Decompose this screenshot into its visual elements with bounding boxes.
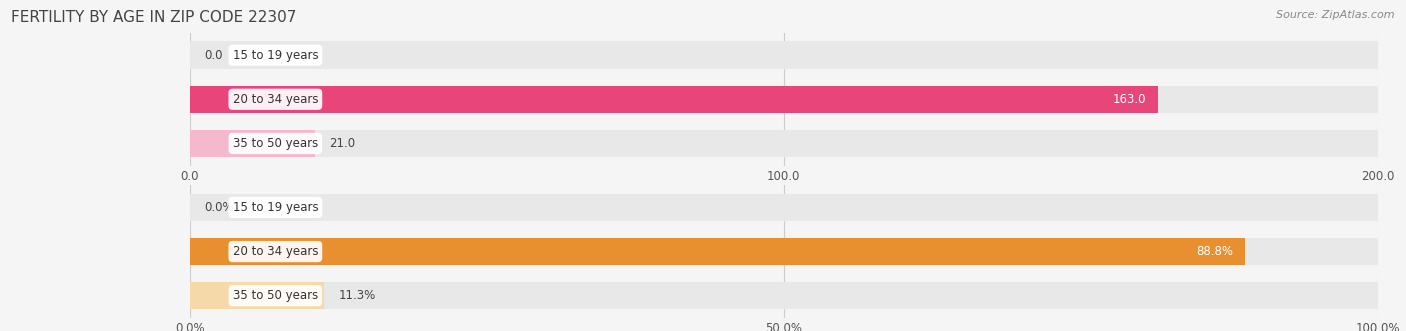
Text: 35 to 50 years: 35 to 50 years — [233, 137, 318, 150]
Text: 0.0: 0.0 — [204, 49, 222, 62]
Text: 15 to 19 years: 15 to 19 years — [232, 49, 318, 62]
Text: 20 to 34 years: 20 to 34 years — [232, 245, 318, 258]
Text: 163.0: 163.0 — [1112, 93, 1146, 106]
Text: 21.0: 21.0 — [329, 137, 354, 150]
Bar — [190, 130, 1378, 157]
Bar — [190, 238, 1244, 265]
Bar — [190, 282, 323, 309]
Bar — [190, 282, 1378, 309]
Text: 35 to 50 years: 35 to 50 years — [233, 289, 318, 302]
Text: 20 to 34 years: 20 to 34 years — [232, 93, 318, 106]
Bar — [190, 238, 1378, 265]
Bar — [190, 41, 1378, 69]
Text: 88.8%: 88.8% — [1197, 245, 1233, 258]
Text: 15 to 19 years: 15 to 19 years — [232, 201, 318, 214]
Text: FERTILITY BY AGE IN ZIP CODE 22307: FERTILITY BY AGE IN ZIP CODE 22307 — [11, 10, 297, 25]
Text: Source: ZipAtlas.com: Source: ZipAtlas.com — [1277, 10, 1395, 20]
Bar — [190, 194, 1378, 221]
Bar — [190, 86, 1378, 113]
Bar — [190, 86, 1159, 113]
Text: 0.0%: 0.0% — [204, 201, 233, 214]
Bar — [190, 130, 315, 157]
Text: 11.3%: 11.3% — [339, 289, 375, 302]
